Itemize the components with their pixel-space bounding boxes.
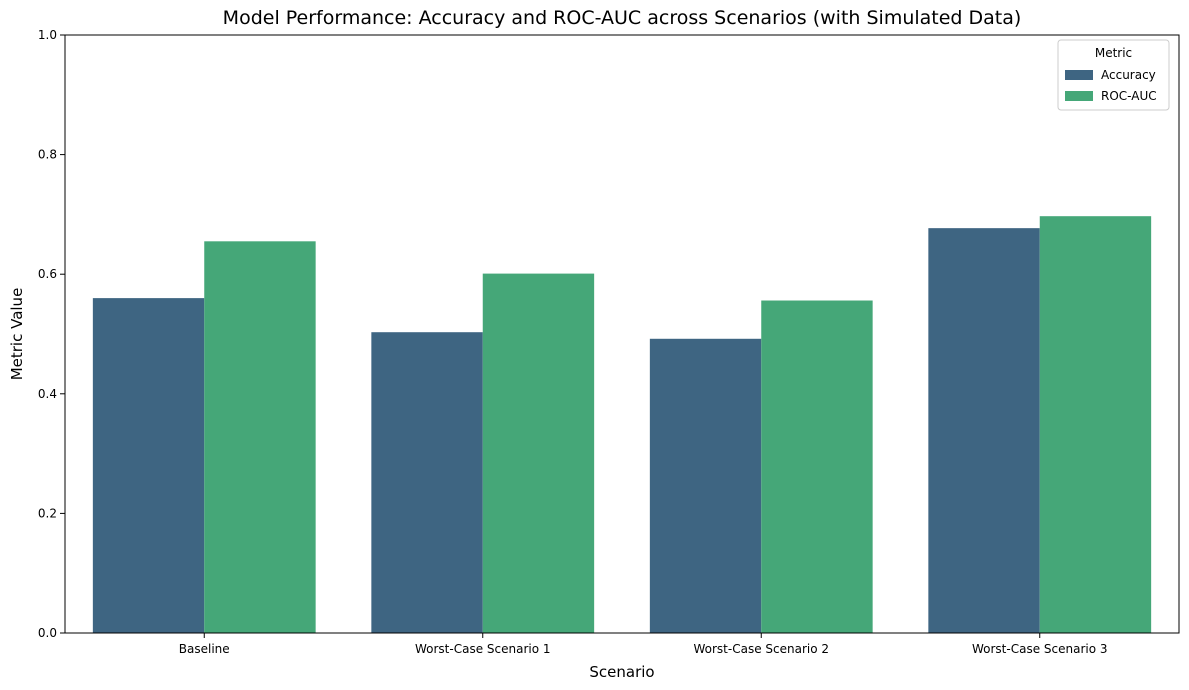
- bar-accuracy: [928, 228, 1040, 634]
- y-tick-label: 0.2: [38, 506, 57, 520]
- x-axis: Baseline Worst-Case Scenario 1 Worst-Case …: [179, 633, 1108, 656]
- x-axis-label: Scenario: [589, 663, 654, 681]
- bar-accuracy: [371, 332, 483, 633]
- x-tick-label: Worst-Case Scenario 1: [415, 642, 551, 656]
- y-tick-label: 0.0: [38, 626, 57, 640]
- bar-roc-auc: [761, 300, 873, 633]
- legend-label: Accuracy: [1101, 68, 1156, 82]
- y-tick-label: 0.6: [38, 267, 57, 281]
- legend-swatch: [1065, 91, 1093, 101]
- plot-frame: [64, 34, 1180, 634]
- y-tick-label: 1.0: [38, 28, 57, 42]
- legend-label: ROC-AUC: [1101, 89, 1157, 103]
- legend-swatch: [1065, 70, 1093, 80]
- y-axis-label: Metric Value: [8, 288, 26, 381]
- bar-roc-auc: [482, 273, 595, 633]
- bar-accuracy: [649, 338, 762, 633]
- legend: Metric Accuracy ROC-AUC: [1057, 39, 1170, 111]
- bar-accuracy: [92, 298, 205, 633]
- bar-roc-auc: [1039, 216, 1152, 633]
- y-tick-label: 0.8: [38, 148, 57, 162]
- bar-roc-auc: [204, 241, 316, 633]
- y-axis: 0.0 0.2 0.4 0.6 0.8 1.0: [38, 28, 65, 640]
- y-tick-label: 0.4: [38, 387, 57, 401]
- chart-title: Model Performance: Accuracy and ROC-AUC …: [223, 7, 1022, 29]
- legend-title: Metric: [1095, 46, 1132, 60]
- x-tick-label: Baseline: [179, 642, 230, 656]
- x-tick-label: Worst-Case Scenario 3: [972, 642, 1108, 656]
- bars-group: [92, 216, 1152, 634]
- x-tick-label: Worst-Case Scenario 2: [693, 642, 829, 656]
